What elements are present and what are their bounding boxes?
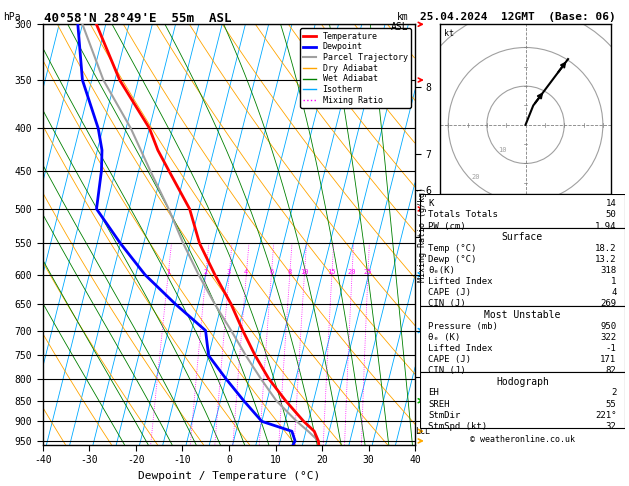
Text: 322: 322 <box>600 333 616 342</box>
Text: km: km <box>397 12 409 22</box>
Text: Dewp (°C): Dewp (°C) <box>428 255 477 264</box>
Text: PW (cm): PW (cm) <box>428 222 466 230</box>
Text: 269: 269 <box>600 299 616 309</box>
Legend: Temperature, Dewpoint, Parcel Trajectory, Dry Adiabat, Wet Adiabat, Isotherm, Mi: Temperature, Dewpoint, Parcel Trajectory… <box>300 29 411 108</box>
Text: 55: 55 <box>606 399 616 409</box>
Text: 30: 30 <box>444 201 453 207</box>
Text: 2: 2 <box>204 269 208 275</box>
Text: LCL: LCL <box>415 427 430 436</box>
Text: 32: 32 <box>606 422 616 431</box>
Text: 13.2: 13.2 <box>595 255 616 264</box>
Text: Surface: Surface <box>502 232 543 242</box>
Text: CIN (J): CIN (J) <box>428 366 466 375</box>
Text: 6: 6 <box>269 269 274 275</box>
X-axis label: Dewpoint / Temperature (°C): Dewpoint / Temperature (°C) <box>138 470 320 481</box>
Text: 20: 20 <box>348 269 356 275</box>
Text: 10: 10 <box>498 147 507 153</box>
Text: hPa: hPa <box>3 12 21 22</box>
Text: K: K <box>428 199 434 208</box>
Text: 3: 3 <box>227 269 231 275</box>
Text: 171: 171 <box>600 355 616 364</box>
Text: Lifted Index: Lifted Index <box>428 277 493 286</box>
Text: CAPE (J): CAPE (J) <box>428 288 471 297</box>
Text: 4: 4 <box>244 269 248 275</box>
Text: 40°58'N 28°49'E  55m  ASL: 40°58'N 28°49'E 55m ASL <box>44 12 231 25</box>
Text: Totals Totals: Totals Totals <box>428 210 498 220</box>
Text: 10: 10 <box>300 269 309 275</box>
Text: θₑ (K): θₑ (K) <box>428 333 460 342</box>
Text: 318: 318 <box>600 266 616 275</box>
Text: CIN (J): CIN (J) <box>428 299 466 309</box>
Text: Mixing Ratio (g/kg): Mixing Ratio (g/kg) <box>418 187 427 282</box>
Text: 4: 4 <box>611 288 616 297</box>
Text: 25.04.2024  12GMT  (Base: 06): 25.04.2024 12GMT (Base: 06) <box>420 12 616 22</box>
Text: 8: 8 <box>287 269 292 275</box>
Text: 50: 50 <box>606 210 616 220</box>
Text: Temp (°C): Temp (°C) <box>428 244 477 253</box>
Text: 221°: 221° <box>595 411 616 420</box>
Text: EH: EH <box>428 388 439 398</box>
Bar <box>420 372 625 428</box>
Text: Lifted Index: Lifted Index <box>428 344 493 353</box>
Text: 18.2: 18.2 <box>595 244 616 253</box>
Bar <box>420 194 625 228</box>
Text: -1: -1 <box>606 344 616 353</box>
Text: 20: 20 <box>471 174 480 180</box>
Text: 1.94: 1.94 <box>595 222 616 230</box>
Text: 1: 1 <box>611 277 616 286</box>
Text: StmDir: StmDir <box>428 411 460 420</box>
Text: θₑ(K): θₑ(K) <box>428 266 455 275</box>
Text: 1: 1 <box>166 269 170 275</box>
Text: © weatheronline.co.uk: © weatheronline.co.uk <box>470 434 575 444</box>
Text: ASL: ASL <box>391 22 409 32</box>
Text: 25: 25 <box>364 269 372 275</box>
Text: 15: 15 <box>328 269 336 275</box>
Text: 14: 14 <box>606 199 616 208</box>
Text: Pressure (mb): Pressure (mb) <box>428 322 498 330</box>
Bar <box>420 228 625 306</box>
Text: Most Unstable: Most Unstable <box>484 310 560 320</box>
Text: 82: 82 <box>606 366 616 375</box>
Text: CAPE (J): CAPE (J) <box>428 355 471 364</box>
Text: 2: 2 <box>611 388 616 398</box>
Text: SREH: SREH <box>428 399 450 409</box>
Text: StmSpd (kt): StmSpd (kt) <box>428 422 487 431</box>
Text: 950: 950 <box>600 322 616 330</box>
Bar <box>420 306 625 372</box>
Text: Hodograph: Hodograph <box>496 377 549 387</box>
Text: kt: kt <box>444 29 454 38</box>
